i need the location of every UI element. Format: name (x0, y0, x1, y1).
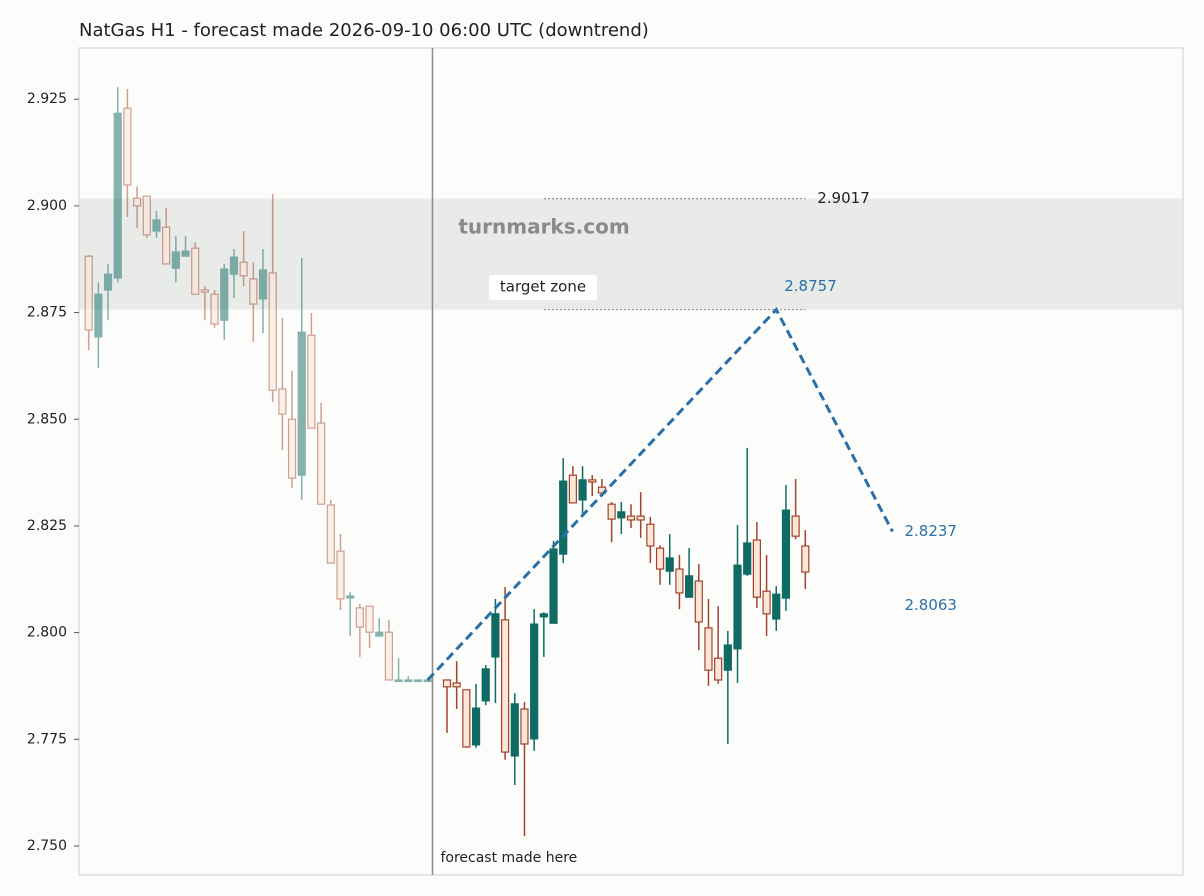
y-tick-label: 2.775 (27, 731, 67, 747)
candle-body (103, 273, 113, 291)
chart-title: NatGas H1 - forecast made 2026-09-10 06:… (79, 20, 649, 41)
candle-body (539, 613, 548, 618)
candle-body (404, 679, 413, 683)
candle-body (791, 515, 800, 537)
candle-body (704, 627, 713, 671)
candle-body (743, 542, 752, 575)
plot-frame (78, 47, 1184, 876)
candle-body (210, 293, 219, 325)
candle-body (559, 480, 568, 555)
candle-body (714, 657, 723, 681)
candle-body (646, 523, 655, 547)
candle-body (675, 568, 684, 594)
candle-body (752, 539, 761, 598)
candle-body (471, 707, 481, 746)
candle-body (229, 256, 239, 275)
candle-body (501, 619, 510, 753)
candle-body (249, 278, 258, 305)
candle-body (142, 195, 151, 236)
candle-body (462, 689, 471, 748)
candle-body (181, 250, 190, 257)
candle-body (510, 703, 519, 757)
candle-body (375, 631, 384, 637)
candle-body (113, 112, 122, 279)
target-zone (79, 198, 1183, 310)
candle-body (723, 644, 732, 671)
secondary-target-label: 2.8063 (904, 596, 957, 614)
candle-body (607, 503, 616, 520)
zone-label-box (489, 275, 597, 300)
candle-body (520, 708, 529, 745)
candle-body (346, 595, 355, 599)
y-tick-label: 2.900 (27, 198, 67, 214)
candle-body (578, 479, 587, 501)
candle-body (287, 418, 297, 479)
candle-body (588, 479, 597, 483)
y-tick-label: 2.850 (27, 411, 67, 427)
zone-label: target zone (500, 278, 586, 296)
candle-body (568, 474, 577, 504)
candle-body (626, 515, 636, 521)
candle-body (365, 605, 374, 633)
candle-body (220, 268, 229, 321)
candle-body (772, 593, 781, 620)
candle-body (200, 289, 209, 293)
candle-body (549, 548, 558, 624)
candle-body (617, 511, 626, 519)
candle-body (481, 668, 490, 702)
candle-body (123, 107, 132, 186)
candle-body (84, 255, 93, 331)
forecast-end-label: 2.8237 (904, 522, 957, 540)
candle-body (442, 679, 452, 688)
candle-body (326, 504, 335, 564)
y-tick-label: 2.800 (27, 625, 67, 641)
y-tick-label: 2.750 (27, 838, 67, 854)
forecast-peak-label: 2.8757 (784, 277, 837, 295)
candle-body (801, 545, 810, 573)
candle-series (84, 87, 432, 683)
candle-body (530, 623, 539, 740)
candle-body (762, 590, 771, 615)
y-tick-label: 2.875 (27, 305, 67, 321)
candle-body (636, 515, 645, 521)
y-tick-label: 2.925 (27, 91, 67, 107)
candle-body (239, 261, 248, 277)
candle-body (191, 247, 200, 295)
forecast-line (426, 307, 894, 682)
candle-body (694, 580, 703, 623)
candle-body (384, 631, 393, 681)
candle-body (491, 613, 500, 658)
watermark: turnmarks.com (458, 215, 629, 239)
zone-high-label: 2.9017 (817, 189, 870, 207)
candle-body (162, 226, 171, 265)
forecast-marker-label: forecast made here (440, 850, 577, 866)
candle-body (268, 272, 277, 391)
candle-body (355, 607, 364, 628)
candle-body (278, 388, 287, 415)
candle-body (307, 334, 316, 429)
candle-body (452, 682, 461, 688)
candle-body (394, 679, 403, 683)
candle-body (685, 575, 694, 598)
candle-body (733, 564, 742, 650)
candle-body (781, 509, 791, 599)
y-tick-label: 2.825 (27, 518, 67, 534)
candle-body (297, 331, 306, 476)
candle-body (423, 679, 432, 683)
candle-body (94, 293, 103, 338)
candle-body (171, 251, 180, 269)
candle-body (258, 269, 268, 300)
candle-body (336, 550, 345, 600)
candle-body (317, 422, 326, 505)
candle-body (413, 679, 423, 683)
candle-body (133, 197, 142, 207)
candle-body (655, 547, 665, 570)
candle-body (152, 219, 161, 232)
candle-body (665, 557, 674, 572)
candle-series (442, 447, 810, 837)
